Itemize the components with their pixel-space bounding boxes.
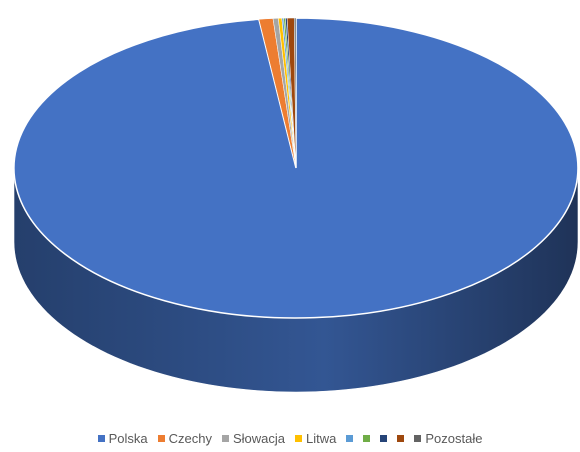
legend-item-4 [346,434,354,442]
legend-swatch-2 [221,434,229,442]
legend-item-2: Słowacja [221,430,285,446]
legend-swatch-5 [363,434,371,442]
legend-label-3: Litwa [305,430,337,446]
chart-legend: Polska Czechy Słowacja Litwa Pozostałe [0,428,580,448]
legend-item-8: Pozostałe [414,431,482,446]
legend-item-3: Litwa [294,430,337,446]
legend-label-0: Polska [108,430,148,446]
legend-swatch-0 [97,434,105,442]
legend-swatch-6 [380,434,388,442]
legend-item-0: Polska [97,430,148,446]
legend-label-8: Pozostałe [425,430,483,446]
pie-chart-svg [13,17,579,393]
legend-label-1: Czechy [168,430,212,446]
legend-swatch-7 [397,434,405,442]
legend-label-2: Słowacja [232,430,285,446]
legend-swatch-4 [346,434,354,442]
legend-swatch-1 [157,434,165,442]
legend-item-1: Czechy [157,430,212,446]
legend-item-6 [380,434,388,442]
legend-item-7 [397,434,405,442]
pie-chart [13,17,579,393]
legend-swatch-3 [294,434,302,442]
legend-swatch-8 [414,434,422,442]
legend-item-5 [363,434,371,442]
pie-slice-8 [293,17,297,169]
